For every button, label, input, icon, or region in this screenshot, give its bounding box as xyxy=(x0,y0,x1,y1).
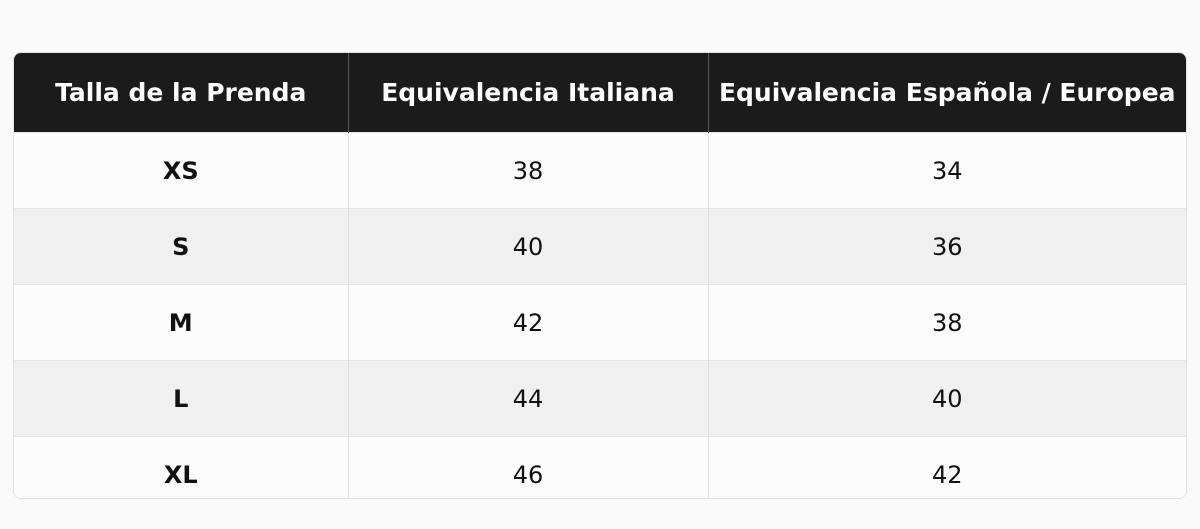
value-cell: 38 xyxy=(348,132,709,209)
value-cell: 38 xyxy=(708,284,1186,361)
header-cell: Talla de la Prenda xyxy=(14,53,349,133)
table-row: S 40 36 xyxy=(14,208,1186,285)
size-cell: XS xyxy=(14,132,349,209)
table-row: XS 38 34 xyxy=(14,132,1186,209)
size-cell: XL xyxy=(14,436,349,498)
value-cell: 36 xyxy=(708,208,1186,285)
value-cell: 40 xyxy=(348,208,709,285)
size-table: Talla de la Prenda Equivalencia Italiana E… xyxy=(14,53,1186,498)
value-cell: 46 xyxy=(348,436,709,498)
header-cell: Equivalencia Italiana xyxy=(348,53,709,133)
size-cell: S xyxy=(14,208,349,285)
table-row: L 44 40 xyxy=(14,360,1186,437)
size-cell: M xyxy=(14,284,349,361)
size-cell: L xyxy=(14,360,349,437)
table-header: Talla de la Prenda Equivalencia Italiana E… xyxy=(14,53,1186,133)
header-row: Talla de la Prenda Equivalencia Italiana E… xyxy=(14,53,1186,133)
value-cell: 42 xyxy=(708,436,1186,498)
header-cell: Equivalencia Española / Europea xyxy=(708,53,1186,133)
value-cell: 40 xyxy=(708,360,1186,437)
table-row: M 42 38 xyxy=(14,284,1186,361)
value-cell: 44 xyxy=(348,360,709,437)
value-cell: 34 xyxy=(708,132,1186,209)
size-table-container: Talla de la Prenda Equivalencia Italiana E… xyxy=(13,52,1187,499)
table-body: XS 38 34 S 40 36 M 42 38 L 44 40 XL 46 42 xyxy=(14,132,1186,498)
table-row: XL 46 42 xyxy=(14,436,1186,498)
value-cell: 42 xyxy=(348,284,709,361)
